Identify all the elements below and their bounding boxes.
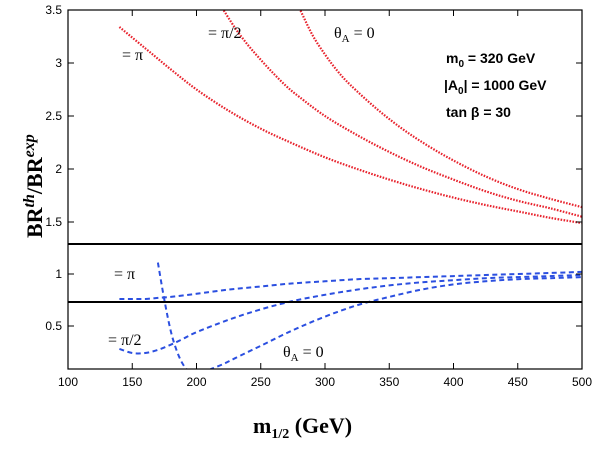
- blue-pi-label: = π: [114, 266, 135, 283]
- y-tick-label: 2.5: [45, 109, 62, 123]
- curves-layer: [118, 10, 582, 369]
- x-tick-label: 250: [251, 375, 271, 389]
- x-tick-label: 500: [572, 375, 592, 389]
- y-tick-label: 0.5: [45, 319, 62, 333]
- reference-lines: [68, 243, 582, 303]
- series-line-3: [299, 10, 582, 209]
- axis-ticks: 100 150 200 250 300 350 400 450 500 1.5 2 2.5 3 3.5 0.…: [45, 3, 592, 389]
- red-theta-label: θA = 0: [334, 25, 375, 45]
- y-tick-label: 1: [55, 267, 62, 281]
- x-tick-label: 350: [379, 375, 399, 389]
- y-axis-title: BRth/BRexp: [21, 134, 47, 238]
- series-line-5: [119, 274, 582, 355]
- y-tick-label: 1.5: [45, 215, 62, 229]
- series-line-2: [222, 10, 582, 218]
- y-tick-label: 3.5: [45, 3, 62, 17]
- y-tick-label: 3: [55, 56, 62, 70]
- x-tick-label: 100: [58, 375, 78, 389]
- x-tick-label: 150: [122, 375, 142, 389]
- param-a0: |A0| = 1000 GeV: [444, 77, 547, 97]
- param-tanbeta: tan β = 30: [446, 104, 511, 120]
- x-tick-label: 200: [186, 375, 206, 389]
- series-line-4: [119, 270, 582, 301]
- y-tick-label: 2: [55, 162, 62, 176]
- x-tick-label: 450: [508, 375, 528, 389]
- x-axis-title: m1/2 (GeV): [253, 413, 352, 442]
- series-line-6: [156, 262, 188, 369]
- blue-theta-label: θA = 0: [283, 344, 324, 364]
- x-tick-label: 400: [443, 375, 463, 389]
- param-m0: m0 = 320 GeV: [446, 50, 536, 70]
- x-tick-label: 300: [315, 375, 335, 389]
- series-line-7: [209, 276, 582, 369]
- blue-pi2-label: = π/2: [108, 332, 142, 349]
- series-line-1: [118, 26, 582, 225]
- red-pi-label: = π: [122, 47, 143, 64]
- red-pi2-label: = π/2: [208, 25, 242, 42]
